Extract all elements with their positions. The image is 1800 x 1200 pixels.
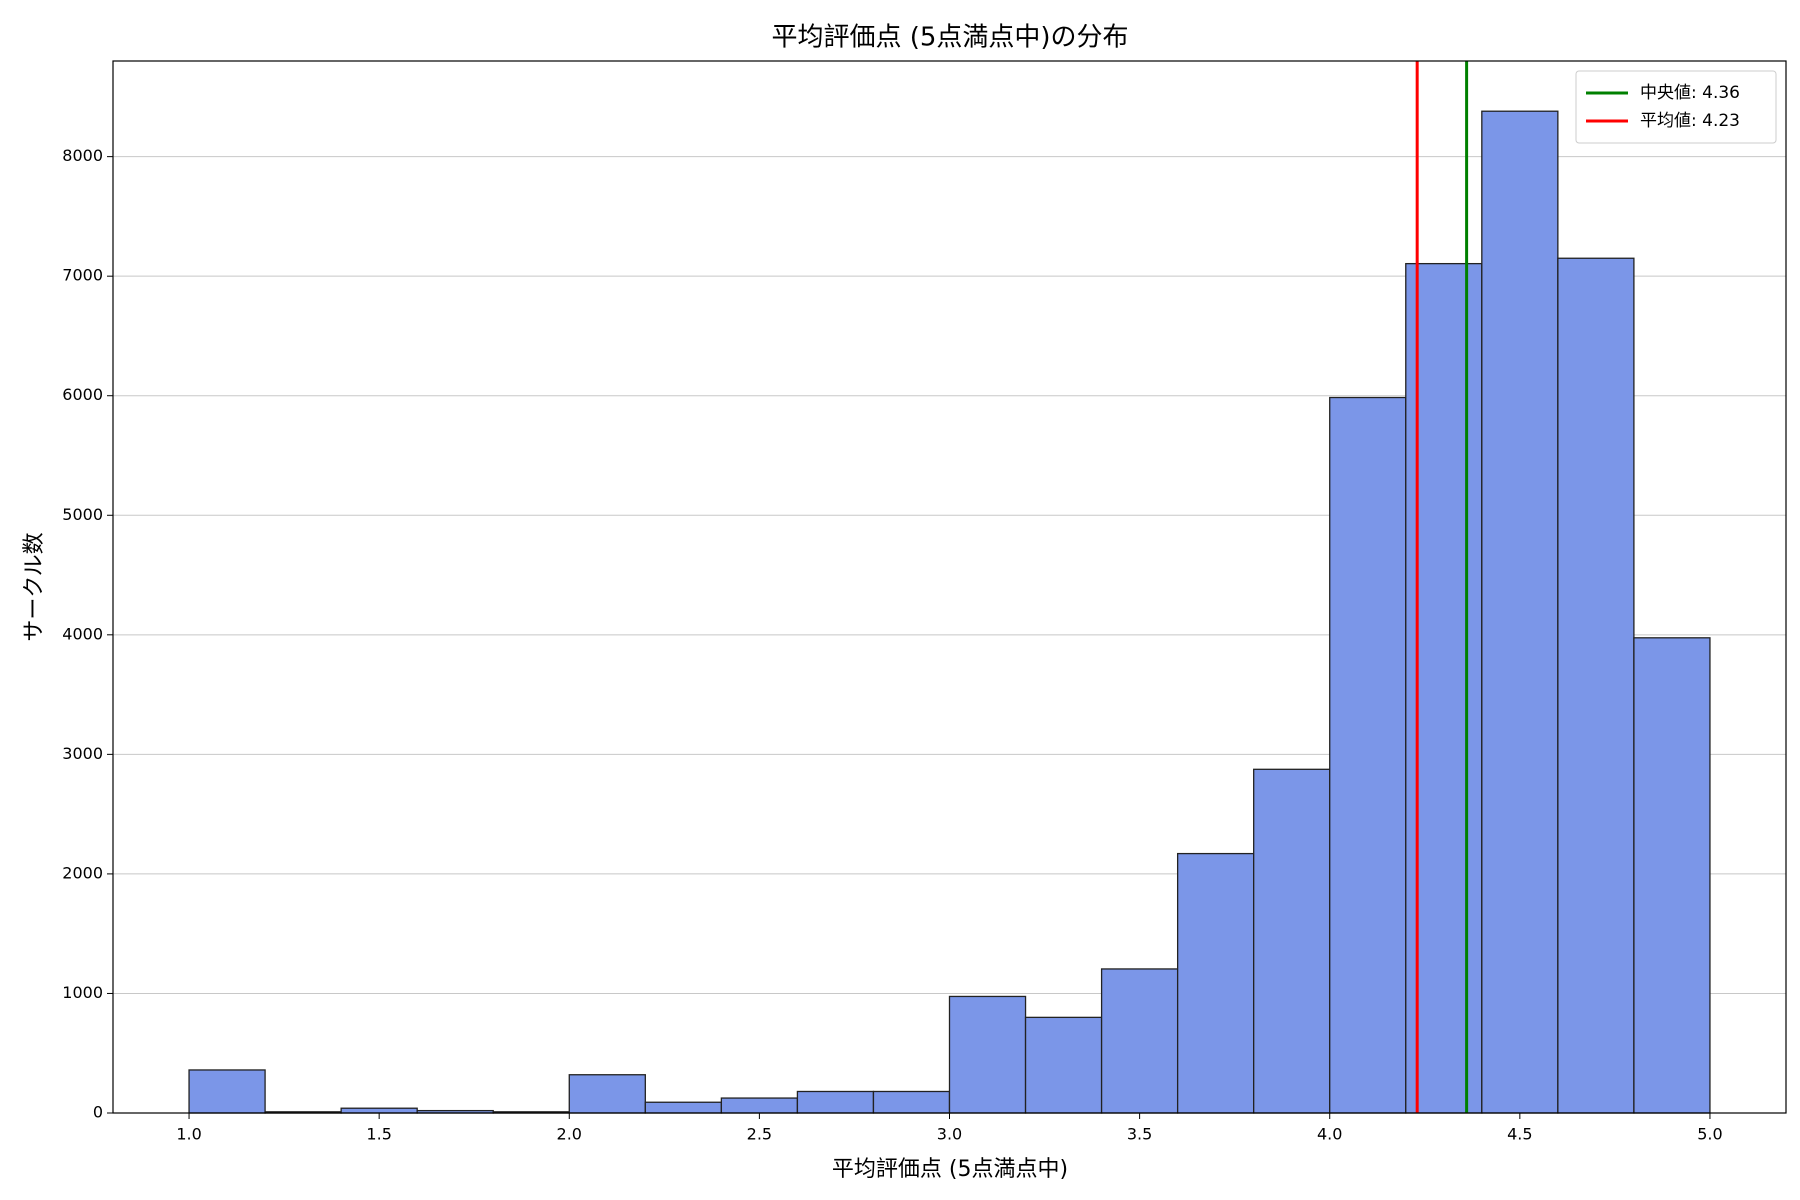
plot-frame <box>112 60 1787 1114</box>
bar <box>720 1097 799 1114</box>
x-tick-label: 4.0 <box>1317 1125 1342 1144</box>
bar <box>1253 768 1331 1114</box>
bar <box>872 1090 951 1114</box>
legend-box <box>1575 70 1777 144</box>
x-tick-label: 1.0 <box>176 1125 201 1144</box>
x-tick-label: 5.0 <box>1697 1125 1722 1144</box>
y-tick-label: 8000 <box>62 146 103 165</box>
x-tick-label: 2.0 <box>557 1125 582 1144</box>
bar <box>948 995 1027 1114</box>
bar <box>568 1074 646 1114</box>
x-tick-label: 1.5 <box>366 1125 391 1144</box>
bar <box>188 1069 266 1114</box>
y-tick-label: 7000 <box>62 266 103 285</box>
legend-label: 中央値: 4.36 <box>1640 83 1740 103</box>
y-tick-label: 5000 <box>62 505 103 524</box>
bar <box>1481 110 1559 1114</box>
y-tick-label: 6000 <box>62 385 103 404</box>
bar <box>1024 1016 1103 1114</box>
y-tick-label: 3000 <box>62 744 103 763</box>
bar <box>1100 968 1179 1114</box>
x-tick-label: 3.5 <box>1127 1125 1152 1144</box>
x-tick-label: 3.0 <box>937 1125 962 1144</box>
x-axis-label: 平均評価点 (5点満点中) <box>832 1157 1068 1182</box>
x-tick-label: 4.5 <box>1507 1125 1532 1144</box>
bar <box>1557 257 1635 1114</box>
bar <box>1329 396 1407 1114</box>
bar <box>340 1107 418 1114</box>
bar <box>1176 852 1255 1114</box>
y-axis-label: サークル数 <box>22 532 47 641</box>
chart-title: 平均評価点 (5点満点中)の分布 <box>771 23 1128 53</box>
bar <box>644 1101 723 1114</box>
y-tick-label: 2000 <box>62 863 103 882</box>
bar <box>796 1090 875 1114</box>
y-tick-label: 4000 <box>62 624 103 643</box>
x-tick-label: 2.5 <box>747 1125 772 1144</box>
bar <box>1633 637 1711 1114</box>
y-tick-label: 0 <box>93 1103 103 1122</box>
legend-label: 平均値: 4.23 <box>1640 111 1740 131</box>
y-tick-label: 1000 <box>62 983 103 1002</box>
